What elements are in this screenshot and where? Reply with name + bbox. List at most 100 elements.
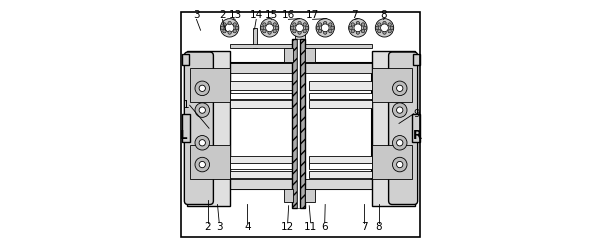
Circle shape: [273, 30, 276, 33]
Text: 17: 17: [306, 9, 319, 20]
Bar: [229, 156, 293, 165]
Text: 14: 14: [250, 9, 263, 20]
Circle shape: [262, 30, 266, 33]
Bar: [300, 39, 305, 208]
Circle shape: [323, 22, 327, 25]
Circle shape: [318, 30, 321, 33]
Circle shape: [195, 136, 209, 150]
Bar: [229, 171, 293, 178]
Circle shape: [195, 81, 209, 96]
Circle shape: [393, 157, 407, 172]
Circle shape: [233, 23, 237, 26]
Bar: [253, 28, 257, 48]
Bar: [309, 171, 373, 178]
Circle shape: [220, 19, 239, 37]
Bar: [190, 68, 229, 102]
Text: 16: 16: [282, 9, 295, 20]
Text: 1: 1: [183, 100, 190, 110]
Circle shape: [388, 30, 391, 33]
Bar: [305, 48, 315, 62]
Circle shape: [388, 23, 391, 26]
Circle shape: [393, 103, 407, 117]
FancyBboxPatch shape: [389, 52, 418, 204]
Bar: [414, 54, 420, 65]
Bar: [229, 81, 293, 90]
Circle shape: [305, 26, 308, 30]
Bar: [284, 189, 293, 202]
Bar: [187, 51, 229, 206]
Circle shape: [290, 19, 309, 37]
Circle shape: [195, 157, 209, 172]
Text: 12: 12: [281, 222, 294, 233]
Circle shape: [303, 30, 306, 33]
Text: 2: 2: [219, 9, 226, 20]
Circle shape: [316, 19, 334, 37]
Text: 13: 13: [229, 9, 242, 20]
Text: 4: 4: [244, 222, 250, 233]
Circle shape: [376, 26, 379, 30]
Bar: [305, 189, 315, 202]
Bar: [182, 54, 188, 65]
Circle shape: [293, 23, 296, 26]
Text: 15: 15: [265, 9, 278, 20]
Bar: [229, 44, 373, 48]
Circle shape: [356, 22, 359, 25]
Circle shape: [377, 23, 381, 26]
Circle shape: [223, 23, 226, 26]
Bar: [309, 100, 373, 108]
Circle shape: [261, 26, 264, 30]
Circle shape: [349, 19, 367, 37]
Bar: [309, 81, 373, 90]
Text: R: R: [413, 129, 422, 142]
Bar: [297, 39, 300, 208]
Circle shape: [316, 26, 320, 30]
Circle shape: [321, 24, 329, 32]
Circle shape: [228, 22, 231, 25]
Circle shape: [351, 30, 355, 33]
Bar: [229, 93, 293, 99]
Circle shape: [275, 26, 279, 30]
Circle shape: [393, 81, 407, 96]
Circle shape: [330, 26, 334, 30]
Circle shape: [380, 24, 388, 32]
Bar: [412, 114, 420, 142]
Circle shape: [273, 23, 276, 26]
Text: 11: 11: [304, 222, 317, 233]
Circle shape: [375, 19, 394, 37]
Circle shape: [225, 23, 234, 32]
Circle shape: [233, 30, 237, 33]
Bar: [182, 114, 190, 142]
Text: 8: 8: [380, 9, 386, 20]
Text: 2: 2: [205, 222, 211, 233]
Circle shape: [268, 31, 272, 34]
Circle shape: [397, 107, 403, 113]
Bar: [229, 63, 373, 189]
Circle shape: [393, 136, 407, 150]
Circle shape: [397, 85, 403, 91]
Bar: [295, 28, 305, 48]
Bar: [373, 68, 412, 102]
Text: L: L: [179, 129, 187, 142]
Circle shape: [364, 26, 367, 30]
Circle shape: [323, 31, 327, 34]
Circle shape: [329, 30, 332, 33]
Bar: [373, 51, 415, 206]
Circle shape: [318, 23, 321, 26]
Circle shape: [298, 31, 301, 34]
Circle shape: [349, 26, 352, 30]
Circle shape: [221, 26, 224, 30]
Bar: [229, 63, 373, 73]
Circle shape: [351, 23, 355, 26]
Bar: [284, 48, 293, 62]
Circle shape: [265, 24, 273, 32]
Bar: [309, 163, 373, 169]
Circle shape: [397, 161, 403, 168]
Circle shape: [228, 31, 231, 34]
Circle shape: [235, 26, 238, 30]
Circle shape: [361, 30, 365, 33]
Circle shape: [262, 23, 266, 26]
Text: 3: 3: [216, 222, 223, 233]
Circle shape: [383, 22, 386, 25]
Circle shape: [296, 24, 303, 32]
Text: 9: 9: [414, 109, 420, 119]
